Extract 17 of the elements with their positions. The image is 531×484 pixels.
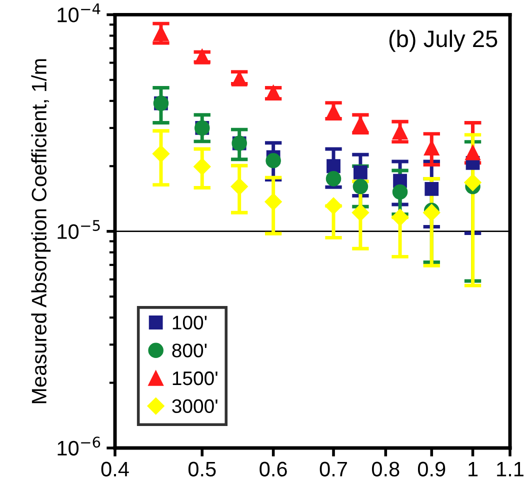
annotation: (b) July 25 (389, 30, 498, 52)
x-tick-label: 0.8 (372, 462, 400, 476)
y-axis-title: Measured Absorption Coefficient, 1/m (31, 59, 51, 404)
x-tick-label: 0.9 (418, 462, 446, 476)
x-tick-label: 1.1 (497, 462, 524, 476)
legend-label: 3000' (172, 399, 218, 414)
y-tick-label: 10$^{−6}$ (58, 436, 100, 456)
x-tick-label: 0.4 (101, 462, 129, 476)
x-tick-label: 1 (468, 462, 478, 476)
y-tick-label: 10$^{−5}$ (58, 220, 100, 239)
y-tick-label: 10$^{−4}$ (58, 4, 100, 22)
x-tick-label: 0.7 (320, 462, 347, 476)
legend-label: 1500' (172, 371, 218, 386)
legend-label: 800' (172, 344, 207, 358)
x-tick-label: 0.5 (188, 462, 216, 476)
x-tick-label: 0.6 (260, 462, 287, 476)
legend-label: 100' (172, 316, 207, 330)
